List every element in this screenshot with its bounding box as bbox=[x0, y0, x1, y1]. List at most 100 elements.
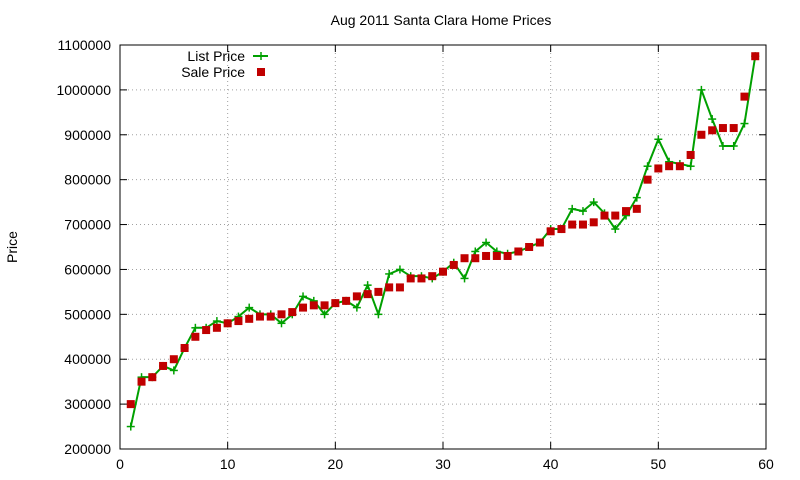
sale-price-point bbox=[245, 314, 254, 323]
x-tick-label: 60 bbox=[758, 456, 774, 472]
sale-price-point bbox=[202, 326, 211, 335]
y-tick-label: 900000 bbox=[64, 127, 111, 143]
y-tick-label: 700000 bbox=[64, 217, 111, 233]
sale-price-point bbox=[169, 355, 178, 364]
legend-plus bbox=[257, 52, 265, 60]
sale-price-point bbox=[600, 211, 609, 220]
x-tick-label: 0 bbox=[116, 456, 124, 472]
legend-marker-list-price bbox=[257, 52, 265, 60]
sale-price-point bbox=[428, 272, 437, 281]
x-tick-label: 50 bbox=[651, 456, 667, 472]
sale-price-point bbox=[320, 301, 329, 310]
y-tick-label: 500000 bbox=[64, 306, 111, 322]
sale-price-point bbox=[740, 92, 749, 101]
sale-price-point bbox=[449, 260, 458, 269]
x-tick-label: 20 bbox=[328, 456, 344, 472]
list-price-point bbox=[212, 317, 221, 326]
sale-price-point bbox=[686, 150, 695, 159]
sale-price-point bbox=[492, 251, 501, 260]
list-price-point bbox=[578, 207, 587, 216]
sale-price-point bbox=[718, 124, 727, 133]
sale-price-point bbox=[266, 312, 275, 321]
list-price-point bbox=[589, 198, 598, 207]
list-price-point bbox=[299, 292, 308, 301]
list-price-point bbox=[277, 319, 286, 328]
list-price-point bbox=[686, 162, 695, 171]
list-price-point bbox=[320, 310, 329, 319]
y-tick-label: 400000 bbox=[64, 351, 111, 367]
sale-price-point bbox=[331, 299, 340, 308]
sale-price-point bbox=[482, 251, 491, 260]
sale-price-point bbox=[180, 344, 189, 352]
y-axis-label: Price bbox=[4, 231, 20, 263]
sale-price-point bbox=[471, 254, 480, 263]
sale-price-point bbox=[622, 207, 631, 216]
sale-price-point bbox=[137, 377, 146, 386]
sale-price-point bbox=[374, 287, 383, 296]
y-tick-label: 1000000 bbox=[56, 82, 111, 98]
axis-ticks: 200000 300000 400000 500000 600000 700000 8000… bbox=[56, 37, 774, 472]
sale-price-point bbox=[126, 400, 135, 409]
sale-price-point bbox=[234, 317, 243, 326]
legend-label-list-price: List Price bbox=[187, 48, 245, 64]
x-tick-label: 40 bbox=[543, 456, 559, 472]
y-tick-label: 800000 bbox=[64, 172, 111, 188]
sale-price-point bbox=[589, 218, 598, 227]
sale-price-point bbox=[546, 227, 555, 236]
legend-marker-sale-price bbox=[257, 68, 265, 76]
list-price-point bbox=[654, 135, 663, 144]
sale-price-point bbox=[514, 247, 523, 256]
sale-price-point bbox=[568, 220, 577, 229]
sale-price-point bbox=[342, 296, 351, 305]
sale-price-point bbox=[578, 220, 587, 229]
list-price-point bbox=[729, 142, 738, 150]
legend-label-sale-price: Sale Price bbox=[181, 64, 245, 80]
list-price-point bbox=[460, 274, 469, 283]
list-price-point bbox=[740, 119, 749, 128]
sale-price-point bbox=[159, 361, 168, 370]
sale-price-point bbox=[525, 243, 534, 251]
sale-price-point bbox=[729, 124, 738, 133]
list-price-point bbox=[568, 204, 577, 213]
sale-price-point bbox=[277, 310, 286, 319]
list-price-point bbox=[169, 366, 178, 375]
sale-price-point bbox=[665, 162, 674, 171]
y-tick-label: 600000 bbox=[64, 261, 111, 277]
list-price-point bbox=[245, 303, 254, 312]
y-tick-label: 200000 bbox=[64, 441, 111, 457]
sale-price-point bbox=[191, 332, 200, 341]
chart-title: Aug 2011 Santa Clara Home Prices bbox=[331, 12, 552, 28]
sale-price-point bbox=[406, 274, 415, 283]
sale-price-point bbox=[535, 238, 544, 247]
sale-price-point bbox=[288, 308, 297, 317]
sale-price-point bbox=[654, 164, 663, 173]
sale-price-point bbox=[395, 283, 404, 292]
sale-price-point bbox=[643, 175, 652, 184]
sale-price-point bbox=[460, 254, 469, 263]
sale-price-point bbox=[697, 130, 706, 139]
list-price-point bbox=[374, 310, 383, 319]
list-price-point bbox=[471, 247, 480, 256]
x-tick-label: 30 bbox=[435, 456, 451, 472]
sale-price-point bbox=[385, 283, 394, 292]
grid-lines bbox=[120, 45, 766, 449]
series-layer bbox=[126, 52, 760, 431]
list-price-point bbox=[697, 85, 706, 94]
sale-price-point bbox=[223, 319, 232, 328]
list-price-point bbox=[611, 225, 620, 234]
sale-price-point bbox=[363, 290, 372, 299]
sale-price-point bbox=[632, 204, 641, 213]
list-price-point bbox=[126, 422, 135, 431]
list-price-point bbox=[352, 303, 361, 312]
sale-price-point bbox=[503, 251, 512, 260]
list-price-point bbox=[482, 238, 491, 247]
sale-price-point bbox=[557, 225, 566, 234]
sale-price-point bbox=[611, 211, 620, 220]
sale-price-point bbox=[439, 267, 447, 276]
sale-price-point bbox=[675, 162, 684, 171]
list-price-point bbox=[395, 265, 404, 274]
list-price-point bbox=[363, 281, 372, 290]
list-price-point bbox=[643, 162, 652, 171]
sale-price-point bbox=[708, 126, 717, 135]
